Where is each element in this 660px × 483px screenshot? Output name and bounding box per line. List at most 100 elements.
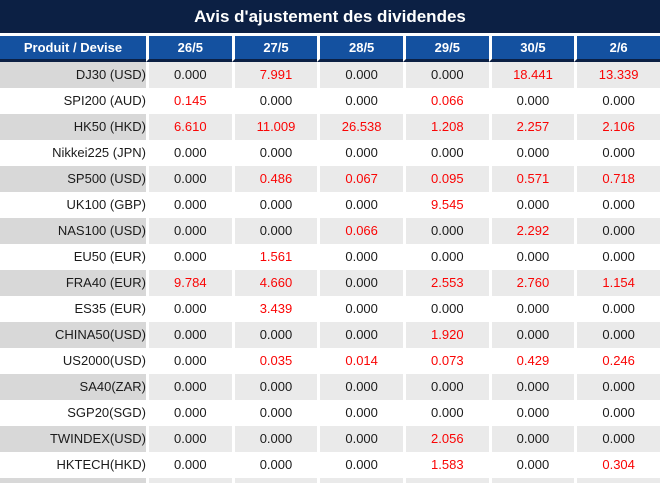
value-cell: 4.660 [231,270,318,296]
value-cell: 0.145 [146,88,232,114]
value-cell: 3.439 [231,296,318,322]
value-cell: 0.000 [146,348,232,374]
value-cell: 0.000 [231,192,318,218]
table-row: FRA40 (EUR) 9.784 4.660 0.000 2.553 2.760 1.15… [0,270,660,296]
product-cell: NAS100 (USD) [0,218,146,244]
value-cell: 0.000 [574,218,660,244]
value-cell [231,478,318,483]
value-cell: 0.000 [574,244,660,270]
value-cell: 0.073 [402,348,489,374]
value-cell: 0.000 [317,374,403,400]
table-row: US2000(USD) 0.000 0.035 0.014 0.073 0.429 0.24… [0,348,660,374]
value-cell: 13.339 [574,62,660,88]
table-row: SPI200 (AUD) 0.145 0.000 0.000 0.066 0.000 0.0… [0,88,660,114]
value-cell: 0.000 [231,322,318,348]
product-cell: TWINDEX(USD) [0,426,146,452]
product-cell: US2000(USD) [0,348,146,374]
table-row: Nikkei225 (JPN) 0.000 0.000 0.000 0.000 0.000… [0,140,660,166]
product-cell: EU50 (EUR) [0,244,146,270]
table-row: SP500 (USD) 0.000 0.486 0.067 0.095 0.571 0.71… [0,166,660,192]
column-header-product: Produit / Devise [0,36,146,62]
product-cell: ES35 (EUR) [0,296,146,322]
value-cell: 0.000 [317,452,403,478]
value-cell: 0.000 [146,62,232,88]
value-cell: 0.000 [146,400,232,426]
table-row: ES35 (EUR) 0.000 3.439 0.000 0.000 0.000 0.000 [0,296,660,322]
column-header-date: 28/5 [317,36,403,62]
value-cell: 2.106 [574,114,660,140]
product-cell [0,478,146,483]
value-cell: 0.095 [402,166,489,192]
value-cell: 0.000 [146,426,232,452]
value-cell: 1.583 [402,452,489,478]
column-header-date: 27/5 [231,36,318,62]
value-cell: 2.056 [402,426,489,452]
value-cell: 0.000 [146,452,232,478]
value-cell: 0.000 [402,140,489,166]
value-cell: 0.000 [574,296,660,322]
value-cell: 0.000 [317,88,403,114]
value-cell: 0.000 [488,88,575,114]
value-cell: 0.000 [146,140,232,166]
value-cell: 0.486 [231,166,318,192]
value-cell: 0.000 [146,244,232,270]
value-cell: 0.000 [317,62,403,88]
value-cell: 0.000 [231,452,318,478]
column-header-row: Produit / Devise 26/5 27/5 28/5 29/5 30/5 2/6 [0,36,660,62]
value-cell: 0.000 [574,400,660,426]
value-cell: 1.154 [574,270,660,296]
table-row: DJ30 (USD) 0.000 7.991 0.000 0.000 18.441 13.3… [0,62,660,88]
value-cell: 0.000 [317,192,403,218]
value-cell: 18.441 [488,62,575,88]
value-cell: 0.000 [402,244,489,270]
product-cell: CHINA50(USD) [0,322,146,348]
table-row: EU50 (EUR) 0.000 1.561 0.000 0.000 0.000 0.000 [0,244,660,270]
value-cell: 0.000 [146,322,232,348]
cutoff-row-sliver [0,478,660,483]
value-cell: 0.000 [488,452,575,478]
value-cell: 0.000 [488,296,575,322]
product-cell: HK50 (HKD) [0,114,146,140]
value-cell: 0.000 [317,140,403,166]
value-cell: 0.000 [488,400,575,426]
value-cell: 0.000 [146,192,232,218]
value-cell: 0.014 [317,348,403,374]
column-header-date: 29/5 [402,36,489,62]
value-cell: 0.000 [488,426,575,452]
value-cell: 9.784 [146,270,232,296]
value-cell [488,478,575,483]
value-cell: 0.000 [574,88,660,114]
value-cell: 0.000 [146,296,232,322]
table-row: HKTECH(HKD) 0.000 0.000 0.000 1.583 0.000 0.30… [0,452,660,478]
dividend-table: Produit / Devise 26/5 27/5 28/5 29/5 30/5 2/6… [0,36,660,483]
value-cell: 9.545 [402,192,489,218]
table-row: UK100 (GBP) 0.000 0.000 0.000 9.545 0.000 0.00… [0,192,660,218]
value-cell: 26.538 [317,114,403,140]
value-cell: 0.000 [574,192,660,218]
value-cell: 0.000 [574,322,660,348]
value-cell: 0.000 [574,426,660,452]
table-row: SA40(ZAR) 0.000 0.000 0.000 0.000 0.000 0.000 [0,374,660,400]
value-cell: 0.718 [574,166,660,192]
value-cell [317,478,403,483]
value-cell: 0.000 [231,400,318,426]
value-cell: 0.000 [488,322,575,348]
value-cell: 0.000 [317,400,403,426]
value-cell: 0.000 [146,374,232,400]
product-cell: UK100 (GBP) [0,192,146,218]
value-cell: 0.000 [488,192,575,218]
column-header-date: 26/5 [146,36,232,62]
value-cell: 0.000 [231,88,318,114]
product-cell: DJ30 (USD) [0,62,146,88]
value-cell: 0.000 [488,374,575,400]
table-row: CHINA50(USD) 0.000 0.000 0.000 1.920 0.000 0.0… [0,322,660,348]
product-cell: SGP20(SGD) [0,400,146,426]
value-cell: 0.000 [317,322,403,348]
value-cell [146,478,232,483]
value-cell: 0.067 [317,166,403,192]
product-cell: HKTECH(HKD) [0,452,146,478]
value-cell: 0.000 [402,296,489,322]
value-cell: 0.304 [574,452,660,478]
value-cell: 11.009 [231,114,318,140]
